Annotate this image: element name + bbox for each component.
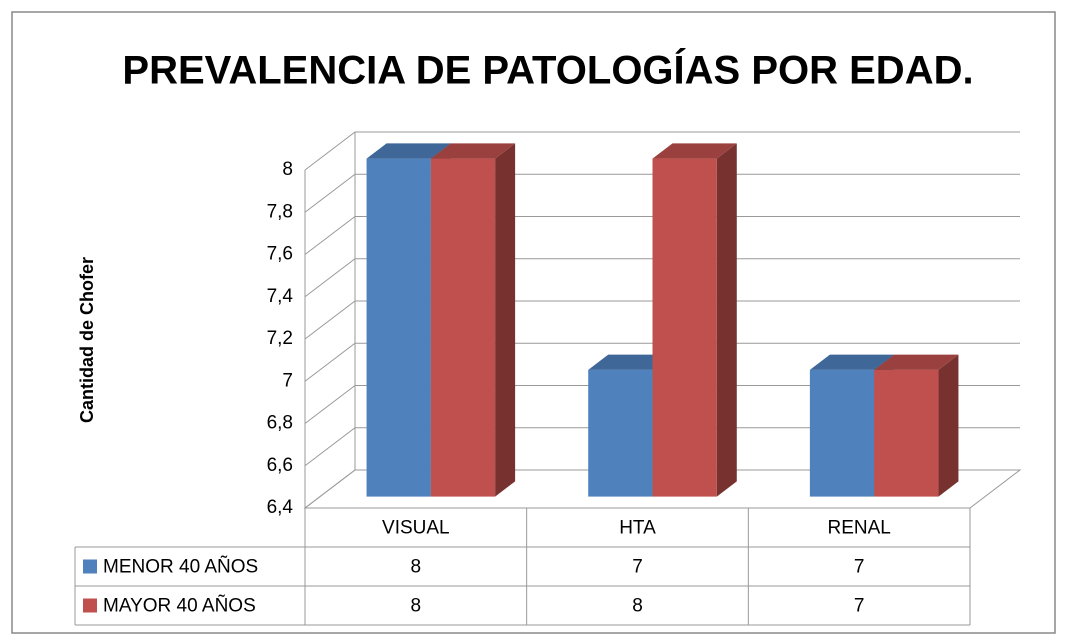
legend-swatch [83, 559, 97, 574]
legend-label: MAYOR 40 AÑOS [103, 595, 256, 617]
bar-side [495, 143, 516, 497]
bar-top [366, 143, 451, 159]
table-value: 7 [632, 557, 643, 578]
chart-title: PREVALENCIA DE PATOLOGÍAS POR EDAD. [122, 48, 973, 93]
grid-line [304, 131, 1020, 171]
grid-line [304, 427, 1020, 467]
bar-side [716, 143, 737, 497]
bar [588, 369, 653, 497]
grid-line [304, 216, 1020, 255]
bar [652, 158, 717, 497]
y-axis-title: Cantidad de Chofer [77, 257, 97, 423]
x-tick-label: RENAL [827, 518, 890, 539]
bar-top [874, 354, 959, 370]
bar [809, 369, 875, 497]
bar-side [938, 354, 959, 497]
x-tick-label: VISUAL [382, 518, 450, 539]
grid-line [304, 469, 1020, 509]
bar-top [430, 143, 516, 159]
chart-border [11, 11, 1056, 634]
table-value: 7 [854, 557, 865, 578]
y-tick-label: 7,2 [267, 328, 293, 349]
y-tick-label: 7 [282, 370, 293, 391]
grid-line [304, 173, 1020, 213]
table-value: 7 [854, 596, 865, 617]
table-value: 8 [411, 596, 422, 617]
y-tick-label: 6,6 [267, 455, 293, 476]
grid-line [304, 385, 1020, 424]
y-tick-label: 7,4 [267, 286, 294, 307]
y-tick-label: 7,6 [267, 244, 293, 265]
y-tick-label: 6,8 [267, 413, 293, 434]
legend-label: MENOR 40 AÑOS [103, 556, 258, 578]
grid-line [304, 258, 1020, 298]
grid-line [304, 300, 1020, 340]
y-tick-label: 6,4 [267, 497, 294, 518]
table-value: 8 [411, 557, 422, 578]
bar-top [652, 143, 737, 159]
legend-swatch [83, 598, 97, 613]
bar [874, 369, 939, 497]
y-tick-label: 8 [282, 159, 293, 180]
y-tick-label: 7,8 [267, 201, 293, 222]
bar-top [588, 354, 673, 370]
grid-line [304, 342, 1020, 382]
table-value: 8 [632, 596, 643, 617]
bar [430, 158, 496, 497]
bar [366, 158, 431, 497]
bar-top [809, 354, 895, 370]
x-tick-label: HTA [619, 518, 656, 539]
